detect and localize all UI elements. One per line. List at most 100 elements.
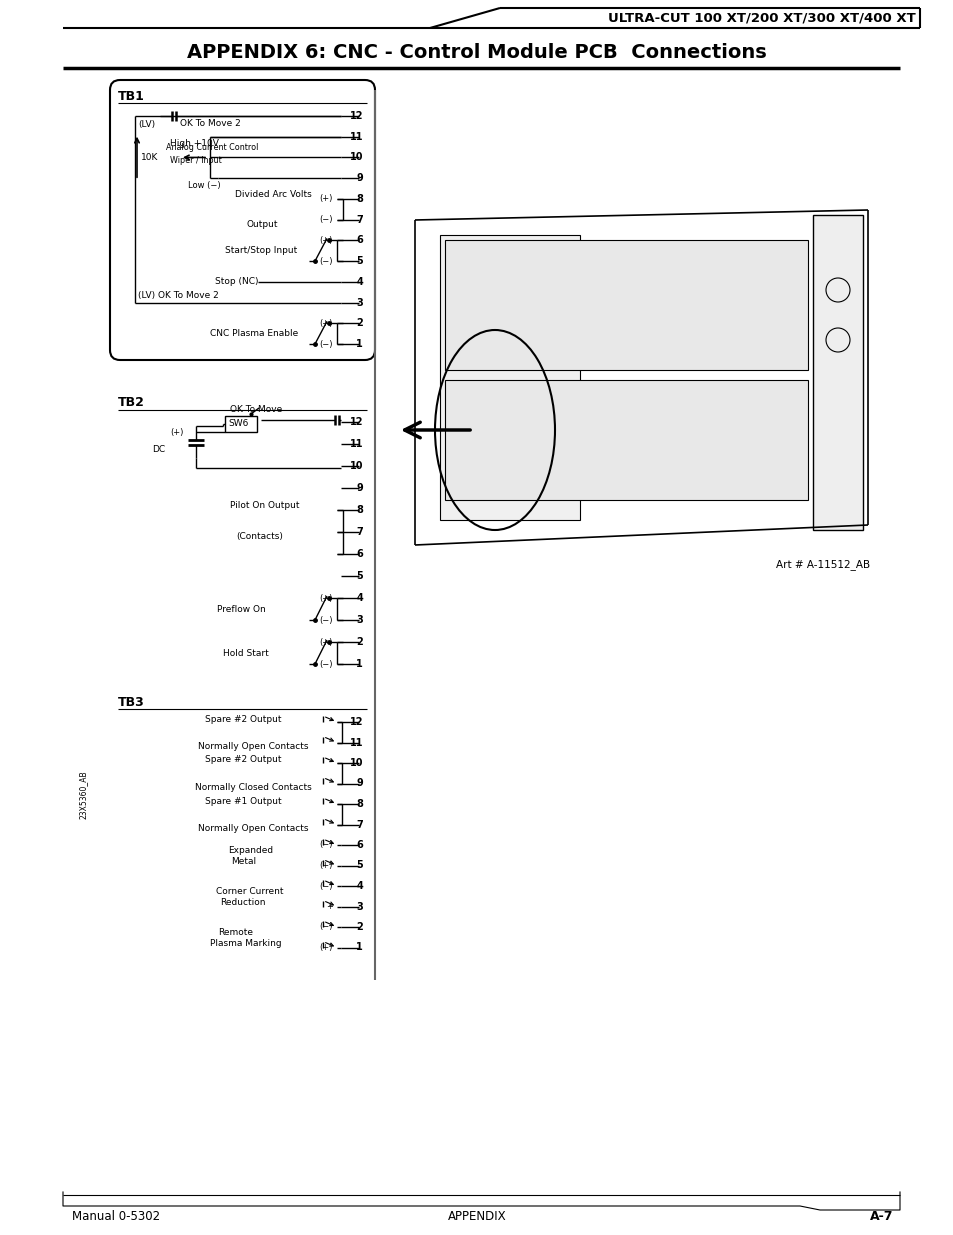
Text: (Contacts): (Contacts): [235, 532, 283, 541]
Text: 3: 3: [355, 298, 363, 308]
Text: (LV) OK To Move 2: (LV) OK To Move 2: [138, 291, 218, 300]
Text: 6: 6: [355, 236, 363, 246]
Text: Spare #2 Output: Spare #2 Output: [205, 756, 281, 764]
Text: Plasma Marking: Plasma Marking: [210, 939, 281, 947]
Text: Normally Open Contacts: Normally Open Contacts: [198, 742, 308, 751]
Text: (−): (−): [319, 659, 333, 668]
Text: (+): (+): [170, 427, 183, 436]
Text: 1: 1: [355, 942, 363, 952]
Text: Remote: Remote: [218, 927, 253, 937]
Text: Analog Current Control: Analog Current Control: [166, 143, 258, 152]
Text: (−): (−): [319, 615, 333, 625]
Text: 8: 8: [355, 505, 363, 515]
Text: 6: 6: [355, 840, 363, 850]
Text: (+): (+): [319, 944, 333, 952]
Text: Art # A-11512_AB: Art # A-11512_AB: [775, 559, 869, 571]
Bar: [225, 416, 256, 432]
Text: 4: 4: [355, 277, 363, 287]
Text: Preflow On: Preflow On: [216, 604, 266, 614]
Text: DC: DC: [152, 446, 165, 454]
Text: High +10V: High +10V: [170, 140, 218, 148]
Text: 4: 4: [355, 593, 363, 603]
Text: Hold Start: Hold Start: [223, 648, 269, 657]
Text: Expanded: Expanded: [228, 846, 273, 855]
Text: 2: 2: [355, 923, 363, 932]
Text: (LV): (LV): [138, 120, 155, 128]
Text: SW6: SW6: [228, 420, 248, 429]
Text: 2: 2: [355, 319, 363, 329]
Text: Divided Arc Volts: Divided Arc Volts: [234, 190, 312, 199]
Text: Wiper / Input: Wiper / Input: [170, 156, 221, 165]
Text: OK To Move: OK To Move: [230, 405, 282, 415]
Text: Normally Open Contacts: Normally Open Contacts: [198, 824, 308, 832]
Text: 12: 12: [349, 417, 363, 427]
Text: 10: 10: [349, 758, 363, 768]
Text: 9: 9: [355, 483, 363, 493]
Text: 1: 1: [355, 659, 363, 669]
Text: 3: 3: [355, 902, 363, 911]
Text: Spare #2 Output: Spare #2 Output: [205, 715, 281, 724]
Text: 6: 6: [355, 550, 363, 559]
Text: 8: 8: [355, 194, 363, 204]
Text: 12: 12: [349, 718, 363, 727]
Text: OK To Move 2: OK To Move 2: [180, 120, 240, 128]
Text: Metal: Metal: [231, 857, 255, 866]
Text: 9: 9: [355, 778, 363, 788]
Text: Output: Output: [247, 220, 278, 230]
Text: 9: 9: [355, 173, 363, 183]
Text: (−): (−): [319, 257, 333, 266]
Text: Stop (NC): Stop (NC): [214, 278, 258, 287]
Text: 2: 2: [355, 637, 363, 647]
Bar: [812, 215, 862, 530]
Text: 10: 10: [349, 461, 363, 471]
Text: Normally Closed Contacts: Normally Closed Contacts: [194, 783, 312, 792]
Text: (+): (+): [319, 319, 333, 327]
Text: Low (−): Low (−): [188, 180, 220, 190]
Text: 1: 1: [355, 338, 363, 350]
Bar: [439, 235, 579, 520]
Text: (−): (−): [319, 841, 333, 850]
Text: 11: 11: [349, 132, 363, 142]
Text: 23X5360_AB: 23X5360_AB: [78, 771, 88, 819]
Text: Manual 0-5302: Manual 0-5302: [71, 1209, 160, 1223]
Text: Pilot On Output: Pilot On Output: [230, 501, 299, 510]
Bar: [444, 240, 807, 370]
Text: TB1: TB1: [118, 89, 145, 103]
Text: 11: 11: [349, 438, 363, 450]
Text: A-7: A-7: [868, 1209, 892, 1223]
Bar: [444, 380, 807, 500]
Text: TB2: TB2: [118, 395, 145, 409]
Text: 7: 7: [355, 215, 363, 225]
Text: 7: 7: [355, 527, 363, 537]
Text: 4: 4: [355, 881, 363, 890]
Text: (+): (+): [319, 861, 333, 869]
Text: Spare #1 Output: Spare #1 Output: [205, 797, 281, 805]
Text: (−): (−): [319, 340, 333, 348]
Text: Start/Stop Input: Start/Stop Input: [225, 246, 297, 256]
Text: (−): (−): [319, 215, 333, 224]
Text: APPENDIX 6: CNC - Control Module PCB  Connections: APPENDIX 6: CNC - Control Module PCB Con…: [187, 42, 766, 62]
FancyBboxPatch shape: [110, 80, 375, 359]
Text: (−): (−): [319, 882, 333, 890]
Text: CNC Plasma Enable: CNC Plasma Enable: [210, 330, 298, 338]
Text: (+): (+): [319, 194, 333, 204]
Text: 8: 8: [355, 799, 363, 809]
Text: (+): (+): [319, 594, 333, 603]
Text: 12: 12: [349, 111, 363, 121]
Text: 7: 7: [355, 820, 363, 830]
Text: Corner Current: Corner Current: [215, 887, 283, 895]
Text: 5: 5: [355, 571, 363, 580]
Text: 3: 3: [355, 615, 363, 625]
Text: 5: 5: [355, 256, 363, 266]
Text: (+): (+): [319, 236, 333, 245]
Text: ULTRA-CUT 100 XT/200 XT/300 XT/400 XT: ULTRA-CUT 100 XT/200 XT/300 XT/400 XT: [608, 11, 915, 25]
Text: 10K: 10K: [141, 153, 158, 162]
Text: 5: 5: [355, 861, 363, 871]
Text: 10: 10: [349, 152, 363, 163]
Text: 11: 11: [349, 737, 363, 747]
Text: +: +: [326, 902, 333, 911]
Text: (+): (+): [319, 637, 333, 646]
Text: Reduction: Reduction: [220, 898, 265, 906]
Text: APPENDIX: APPENDIX: [447, 1209, 506, 1223]
Text: TB3: TB3: [118, 695, 145, 709]
